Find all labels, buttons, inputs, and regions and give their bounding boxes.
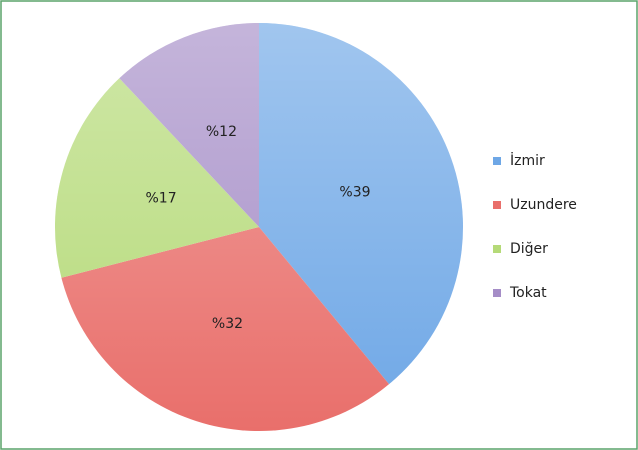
legend-label: Tokat — [509, 285, 547, 301]
data-label: %32 — [212, 316, 243, 332]
legend-swatch — [493, 289, 501, 297]
legend-label: İzmir — [510, 151, 545, 169]
data-label: %39 — [339, 184, 370, 200]
legend-swatch — [493, 201, 501, 209]
legend-label: Diğer — [510, 241, 548, 257]
legend-label: Uzundere — [510, 197, 577, 213]
pie — [55, 23, 463, 432]
legend-swatch — [493, 157, 501, 165]
labels: %39 %32 %17 %12 — [145, 124, 370, 332]
data-label: %12 — [206, 124, 237, 140]
legend-swatch — [493, 245, 501, 253]
data-label: %17 — [145, 191, 176, 207]
legend: İzmir Uzundere Diğer Tokat — [493, 151, 577, 301]
